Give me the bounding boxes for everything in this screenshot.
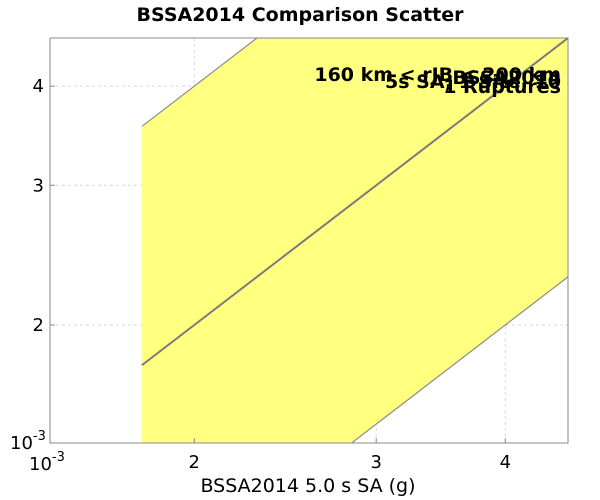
y-axis: 2 3 4 bbox=[33, 76, 55, 336]
plot-border bbox=[49, 37, 569, 444]
x-corner-label: 10-3 bbox=[29, 450, 65, 475]
chart-title: BSSA2014 Comparison Scatter bbox=[137, 4, 465, 26]
x-axis: 2 3 4 bbox=[189, 438, 511, 473]
y-tick-label: 3 bbox=[33, 175, 44, 196]
y-corner-exp: -3 bbox=[33, 429, 46, 444]
x-tick-label: 3 bbox=[370, 452, 381, 473]
x-tick-label: 2 bbox=[189, 452, 200, 473]
x-tick-label: 4 bbox=[500, 452, 511, 473]
y-tick-label: 4 bbox=[33, 76, 44, 97]
band-lower-edge bbox=[350, 276, 568, 443]
y-corner-label: 10-3 bbox=[10, 429, 46, 454]
y-corner-base: 10 bbox=[10, 433, 33, 454]
x-corner-base: 10 bbox=[29, 454, 52, 475]
annotation-ruptures: 1 Ruptures bbox=[443, 76, 561, 98]
y-tick-label: 2 bbox=[33, 315, 44, 336]
annotation-site-count: 5s SA, 1 Site, 10 bbox=[385, 71, 561, 93]
x-corner-exp: -3 bbox=[52, 450, 65, 465]
band-upper-edge bbox=[141, 38, 258, 127]
x-axis-label: BSSA2014 5.0 s SA (g) bbox=[200, 475, 415, 497]
uncertainty-band bbox=[142, 38, 568, 443]
annotation-model: BSSA2014 bbox=[452, 67, 561, 89]
one-to-one-line bbox=[141, 38, 568, 366]
annotation-distance: 160 km < rJB < 200 km bbox=[314, 64, 561, 86]
